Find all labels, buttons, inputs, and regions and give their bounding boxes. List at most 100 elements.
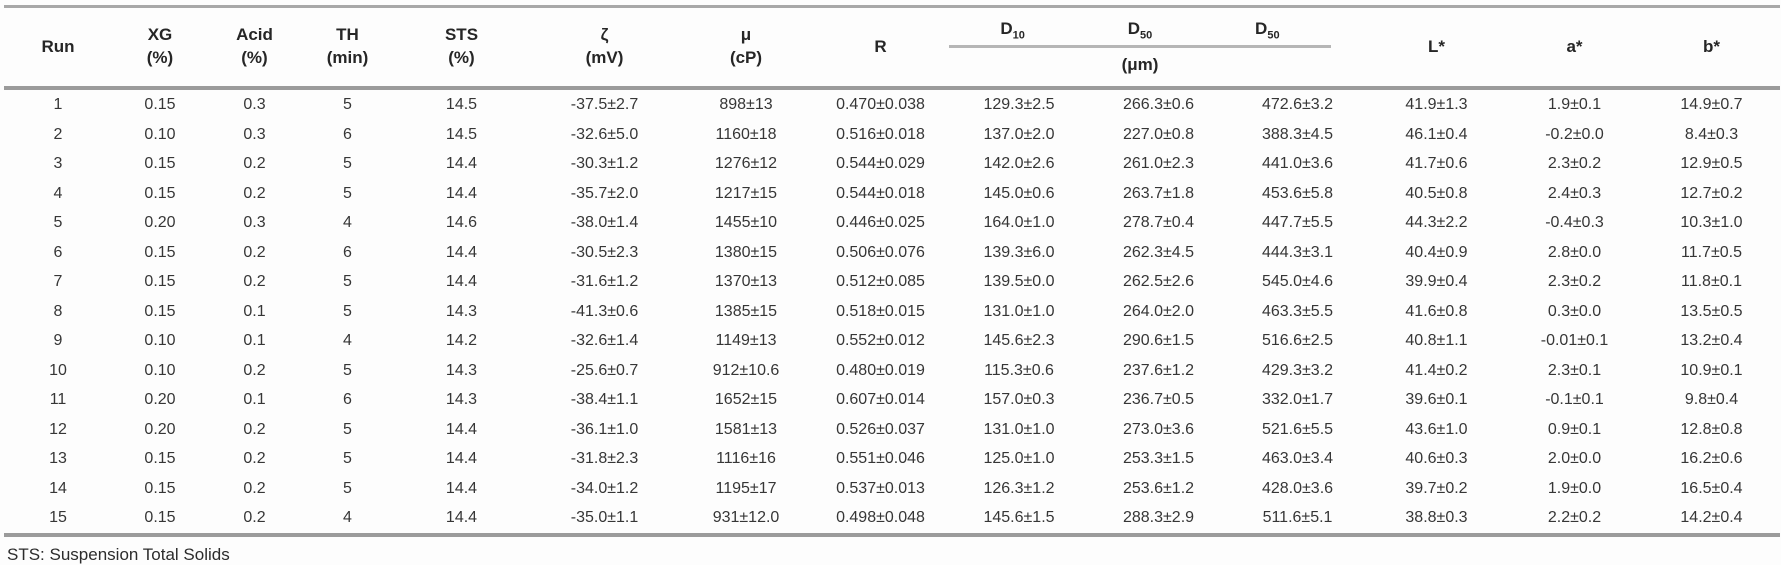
- table-cell: 521.6±5.5: [1261, 420, 1334, 438]
- table-cell: 0.2: [243, 361, 266, 379]
- table-cell: 463.3±5.5: [1261, 302, 1334, 320]
- table-cell: 428.0±3.6: [1261, 479, 1334, 497]
- table-cell: 0.544±0.018: [836, 184, 925, 202]
- table-cell: 14.5: [445, 96, 478, 113]
- table-row: 7 0.15 0.2 5 14.4 -31.6±1.2 1370±13 0.512±0.085…: [4, 267, 1780, 297]
- table-cell: 0.537±0.013: [836, 479, 925, 497]
- table-cell: 14.9±0.7: [1680, 96, 1743, 113]
- table-cell: 2.3±0.2: [1547, 273, 1602, 290]
- table-cell: 0.2: [243, 450, 266, 467]
- table-cell: 2.3±0.2: [1547, 155, 1602, 172]
- table-cell: 2.2±0.2: [1506, 503, 1643, 537]
- table-cell: 44.3±2.2: [1405, 214, 1468, 231]
- table-cell: 0.446±0.025: [836, 214, 925, 231]
- table-cell: 39.9±0.4: [1405, 273, 1468, 290]
- table-cell: 0.1: [243, 302, 266, 320]
- table-cell: 10: [49, 361, 67, 379]
- table-cell: 137.0±2.0: [983, 125, 1055, 143]
- table-cell: 266.3±0.6: [1122, 96, 1195, 113]
- table-cell: 1385±15: [714, 302, 778, 320]
- table-cell: 46.1±0.4: [1405, 125, 1468, 143]
- col-unit: (%): [146, 48, 174, 67]
- col-header-th: TH (min): [301, 6, 394, 90]
- table-cell: 262.3±4.5: [1122, 243, 1195, 261]
- table-cell: -38.4±1.1: [570, 391, 639, 408]
- table-cell: 6: [53, 243, 63, 261]
- table-cell: 0.15: [112, 503, 208, 537]
- table-cell: 288.3±2.9: [1089, 503, 1228, 537]
- table-cell: 1455±10: [714, 214, 778, 231]
- col-label: Run: [41, 36, 75, 56]
- table-cell: 0.2: [243, 243, 266, 261]
- col-label: L*: [1428, 36, 1445, 56]
- table-cell: 1.9±0.1: [1547, 96, 1602, 113]
- col-unit: (min): [326, 48, 369, 67]
- table-cell: 1217±15: [714, 184, 778, 202]
- table-cell: 0.551±0.046: [836, 450, 925, 467]
- table-cell: 511.6±5.1: [1228, 503, 1367, 537]
- col-label: TH: [336, 25, 359, 45]
- table-cell: 0.10: [144, 361, 176, 379]
- table-cell: 41.7±0.6: [1405, 155, 1468, 172]
- col-header-sts: STS (%): [394, 6, 529, 90]
- table-cell: 11.7±0.5: [1681, 243, 1742, 261]
- d-group-unit: (μm): [1121, 54, 1159, 74]
- table-cell: 261.0±2.3: [1122, 155, 1195, 172]
- col-unit: (%): [241, 48, 268, 67]
- table-cell: 1276±12: [714, 155, 778, 172]
- table-cell: 0.15: [144, 243, 176, 261]
- table-cell: 1380±15: [714, 243, 778, 261]
- table-cell: 14.4: [445, 155, 478, 172]
- table-cell: 5: [343, 155, 352, 172]
- table-cell: 139.5±0.0: [983, 273, 1055, 290]
- table-cell: 0.15: [144, 184, 176, 202]
- col-label-d50-2: D50: [1255, 19, 1280, 42]
- table-cell: 1581±13: [714, 420, 778, 438]
- table-cell: 4: [301, 503, 394, 537]
- table-cell: -31.6±1.2: [570, 273, 639, 290]
- table-cell: 6: [343, 243, 352, 261]
- table-row: 3 0.15 0.2 5 14.4 -30.3±1.2 1276±12 0.544±0.029…: [4, 149, 1780, 179]
- table-cell: 5: [343, 273, 352, 290]
- table-cell: 39.7±0.2: [1405, 479, 1468, 497]
- table-cell: 14.3: [445, 361, 478, 379]
- table-cell: -31.8±2.3: [570, 450, 639, 467]
- table-cell: -25.6±0.7: [570, 361, 639, 379]
- table-cell: 9.8±0.4: [1684, 391, 1739, 408]
- table-cell: 453.6±5.8: [1261, 184, 1334, 202]
- col-label: STS: [444, 25, 479, 45]
- table-cell: 39.6±0.1: [1405, 391, 1468, 408]
- table-cell: 10.3±1.0: [1680, 214, 1743, 231]
- table-cell: -35.7±2.0: [570, 184, 639, 202]
- table-cell: 0.3: [243, 96, 266, 113]
- table-cell: 9: [53, 332, 63, 349]
- table-cell: 5: [343, 420, 352, 438]
- table-cell: 278.7±0.4: [1122, 214, 1195, 231]
- table-cell: 0.552±0.012: [836, 332, 925, 349]
- table-cell: 12.8±0.8: [1680, 420, 1743, 438]
- table-cell: 0.15: [144, 302, 176, 320]
- table-cell: 40.8±1.1: [1405, 332, 1468, 349]
- table-cell: 125.0±1.0: [983, 450, 1055, 467]
- table-cell: 13.2±0.4: [1680, 332, 1743, 349]
- table-cell: 0.498±0.048: [812, 503, 949, 537]
- table-cell: 516.6±2.5: [1261, 332, 1334, 349]
- table-cell: 14.4: [445, 479, 478, 497]
- d-group-labels: D10 D50 D50: [949, 19, 1331, 48]
- table-cell: 41.9±1.3: [1405, 96, 1468, 113]
- table-cell: 5: [343, 96, 352, 113]
- table-cell: 3: [53, 155, 63, 172]
- table-cell: 0.3: [243, 125, 266, 143]
- table-cell: 5: [343, 184, 352, 202]
- col-unit: (%): [448, 48, 475, 67]
- table-cell: 912±10.6: [712, 361, 780, 379]
- table-cell: 0.15: [144, 479, 176, 497]
- results-table: Run XG (%) Acid (%): [4, 5, 1780, 537]
- table-cell: 388.3±4.5: [1261, 125, 1334, 143]
- table-cell: 236.7±0.5: [1122, 391, 1195, 408]
- table-cell: 131.0±1.0: [983, 302, 1055, 320]
- table-cell: 263.7±1.8: [1122, 184, 1195, 202]
- col-label: R: [874, 36, 887, 56]
- table-cell: 447.7±5.5: [1261, 214, 1334, 231]
- col-header-acid: Acid (%): [208, 6, 301, 90]
